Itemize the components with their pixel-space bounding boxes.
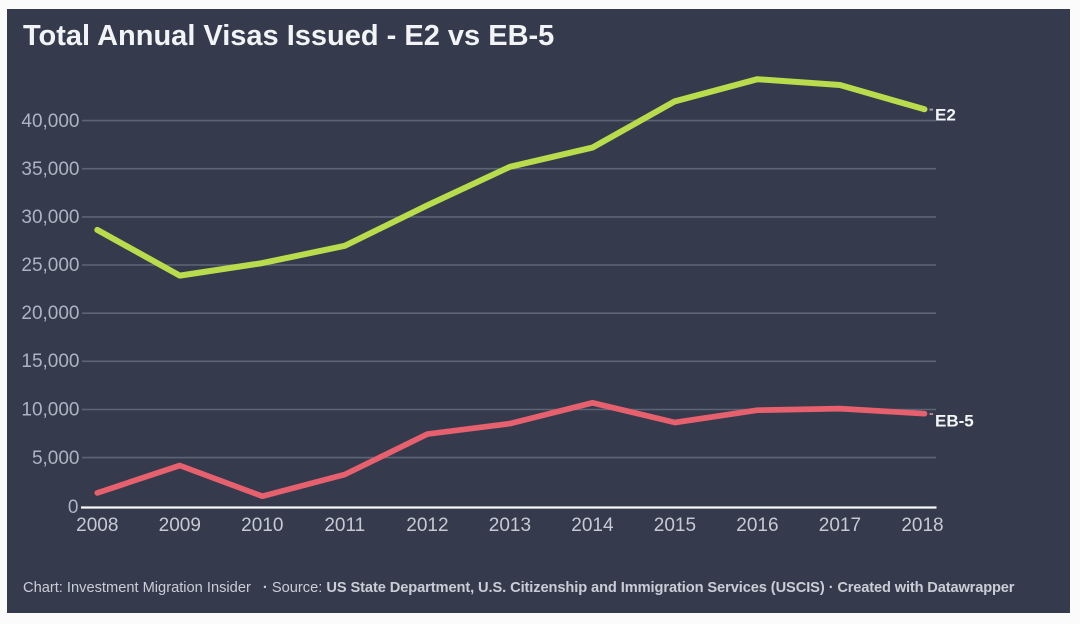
svg-text:2010: 2010 [241, 515, 283, 536]
svg-text:2018: 2018 [901, 515, 943, 536]
svg-text:2013: 2013 [489, 515, 531, 536]
svg-text:EB-5: EB-5 [935, 412, 974, 431]
svg-text:15,000: 15,000 [21, 351, 79, 372]
svg-text:25,000: 25,000 [21, 255, 79, 276]
svg-text:20,000: 20,000 [21, 303, 79, 324]
svg-text:10,000: 10,000 [21, 400, 79, 421]
svg-text:40,000: 40,000 [21, 111, 79, 132]
svg-text:5,000: 5,000 [32, 448, 80, 469]
svg-text:35,000: 35,000 [21, 159, 79, 180]
svg-text:2012: 2012 [406, 515, 448, 536]
svg-text:2015: 2015 [654, 515, 696, 536]
svg-text:2008: 2008 [76, 515, 118, 536]
svg-text:2014: 2014 [571, 515, 614, 536]
svg-text:2009: 2009 [159, 515, 201, 536]
svg-text:2011: 2011 [324, 515, 365, 536]
svg-text:Total Annual Visas Issued - E2: Total Annual Visas Issued - E2 vs EB-5 [23, 20, 554, 52]
svg-text:Chart: Investment Migration In: Chart: Investment Migration Insider · So… [23, 580, 1015, 596]
svg-text:E2: E2 [935, 106, 956, 125]
svg-text:0: 0 [68, 497, 79, 518]
svg-text:30,000: 30,000 [21, 207, 79, 228]
svg-text:2016: 2016 [736, 515, 778, 536]
svg-text:2017: 2017 [819, 515, 861, 536]
